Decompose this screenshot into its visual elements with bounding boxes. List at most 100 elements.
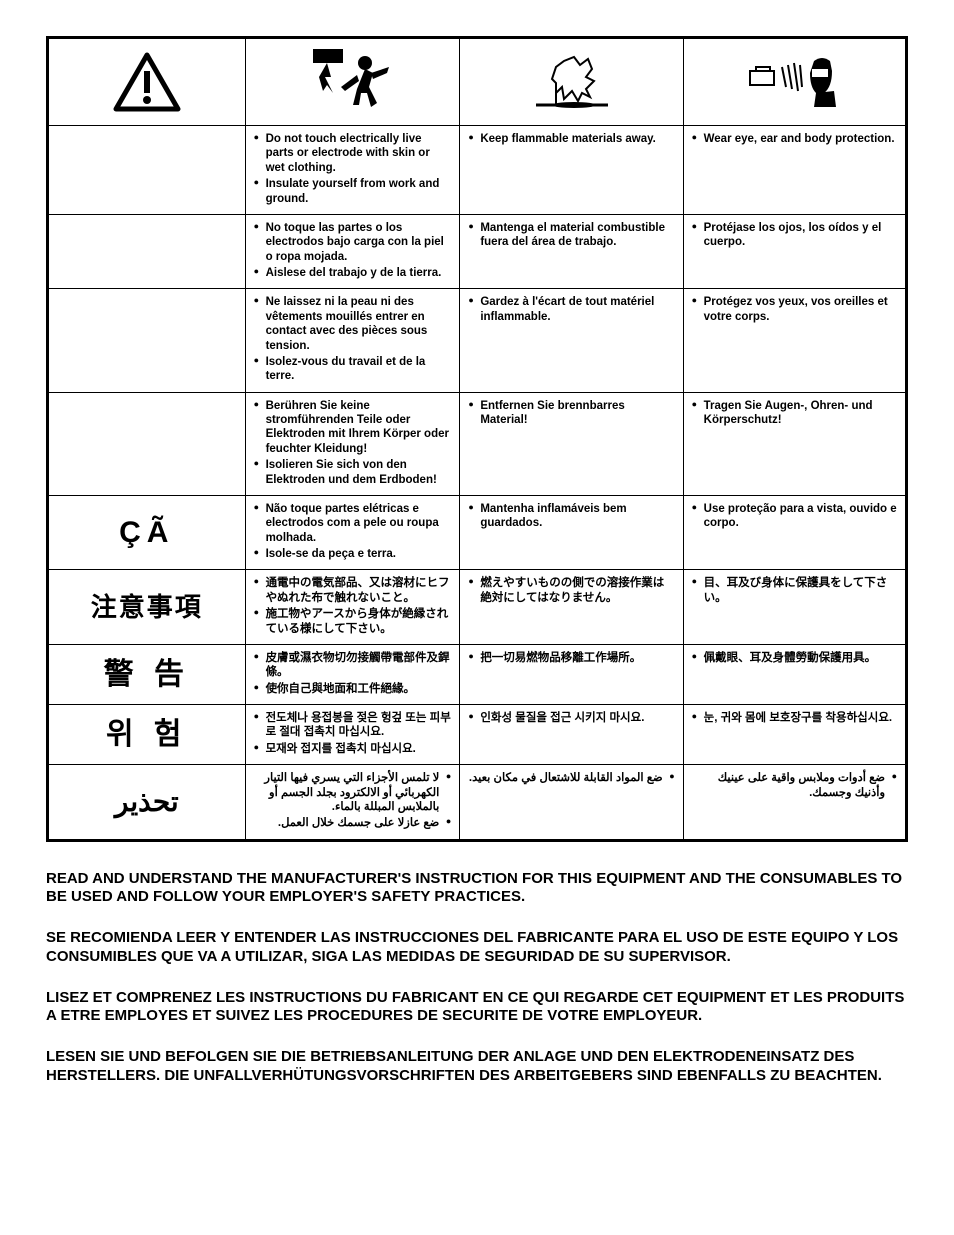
safety-row: 注意事項通電中の電気部品、又は溶材にヒフやぬれた布で触れないこと。施工物やアース…: [48, 570, 907, 645]
warning-bullet: Insulate yourself from work and ground.: [266, 177, 452, 206]
warning-bullet: Gardez à l'écart de tout matériel inflam…: [480, 295, 674, 324]
warning-bullet: Ne laissez ni la peau ni des vêtements m…: [266, 295, 452, 353]
warning-cell: 通電中の電気部品、又は溶材にヒフやぬれた布で触れないこと。施工物やアースから身体…: [245, 570, 460, 645]
warning-bullet-list: Use proteção para a vista, ouvido e corp…: [692, 502, 897, 531]
warning-triangle-icon: [112, 51, 182, 113]
warning-cell: Berühren Sie keine stromführenden Teile …: [245, 392, 460, 495]
warning-cell: No toque las partes o los electrodos baj…: [245, 214, 460, 289]
safety-row: 警 告皮膚或濕衣物切勿接觸帶電部件及銲條。使你自己與地面和工件絕緣。把一切易燃物…: [48, 644, 907, 704]
warning-bullet: Entfernen Sie brennbarres Material!: [480, 399, 674, 428]
warning-bullet-list: 눈, 귀와 몸에 보호장구를 착용하십시요.: [692, 711, 897, 725]
fire-explosion-icon: [526, 47, 616, 117]
footer-para-de: LESEN SIE UND BEFOLGEN SIE DIE BETRIEBSA…: [46, 1048, 908, 1086]
safety-row: Do not touch electrically live parts or …: [48, 126, 907, 215]
warning-bullet: 인화성 물질을 접근 시키지 마시요.: [480, 711, 674, 725]
warning-bullet: Keep flammable materials away.: [480, 132, 674, 146]
safety-row: Berühren Sie keine stromführenden Teile …: [48, 392, 907, 495]
language-label-cell: [48, 126, 246, 215]
warning-bullet-list: 皮膚或濕衣物切勿接觸帶電部件及銲條。使你自己與地面和工件絕緣。: [254, 651, 452, 696]
warning-bullet: Aislese del trabajo y de la tierra.: [266, 266, 452, 280]
warning-cell: 눈, 귀와 몸에 보호장구를 착용하십시요.: [683, 705, 906, 765]
warning-cell: 把一切易燃物品移離工作場所。: [460, 644, 683, 704]
warning-bullet: 使你自己與地面和工件絕緣。: [266, 682, 452, 696]
warning-bullet: 모재와 접지를 접촉치 마십시요.: [266, 742, 452, 756]
warning-cell: 전도체나 용접봉을 젖은 헝겊 또는 피부로 절대 접촉치 마십시요. 모재와 접…: [245, 705, 460, 765]
language-label-cell: تحذير: [48, 765, 246, 841]
header-cell-warning: [48, 38, 246, 126]
warning-cell: Protéjase los ojos, los oídos y el cuerp…: [683, 214, 906, 289]
warning-bullet: ضع عازلا على جسمك خلال العمل.: [254, 816, 440, 830]
warning-bullet: Mantenha inflamáveis bem guardados.: [480, 502, 674, 531]
header-cell-shock: [245, 38, 460, 126]
safety-row: No toque las partes o los electrodos baj…: [48, 214, 907, 289]
warning-cell: Ne laissez ni la peau ni des vêtements m…: [245, 289, 460, 392]
warning-bullet: Protégez vos yeux, vos oreilles et votre…: [704, 295, 897, 324]
language-label-cell: 注意事項: [48, 570, 246, 645]
warning-bullet: Use proteção para a vista, ouvido e corp…: [704, 502, 897, 531]
footer-instructions: READ AND UNDERSTAND THE MANUFACTURER'S I…: [46, 870, 908, 1086]
warning-cell: 佩戴眼、耳及身體勞動保護用具。: [683, 644, 906, 704]
warning-bullet-list: Não toque partes elétricas e electrodos …: [254, 502, 452, 562]
warning-bullet: Wear eye, ear and body protection.: [704, 132, 897, 146]
warning-cell: Não toque partes elétricas e electrodos …: [245, 495, 460, 570]
language-label-cell: 警 告: [48, 644, 246, 704]
safety-row: Ne laissez ni la peau ni des vêtements m…: [48, 289, 907, 392]
language-label: 警 告: [57, 656, 237, 694]
warning-bullet: Do not touch electrically live parts or …: [266, 132, 452, 175]
language-label: ÇÃ: [57, 514, 237, 552]
language-label-cell: ÇÃ: [48, 495, 246, 570]
icon-header-row: [48, 38, 907, 126]
warning-bullet: لا تلمس الأجزاء التي يسري فيها التيار ال…: [254, 771, 440, 814]
warning-bullet-list: No toque las partes o los electrodos baj…: [254, 221, 452, 281]
warning-cell: 燃えやすいものの側での溶接作業は絶対にしてはなりません。: [460, 570, 683, 645]
header-cell-ppe: [683, 38, 906, 126]
warning-bullet-list: 通電中の電気部品、又は溶材にヒフやぬれた布で触れないこと。施工物やアースから身体…: [254, 576, 452, 636]
warning-bullet-list: Mantenga el material combustible fuera d…: [468, 221, 674, 250]
warning-cell: Tragen Sie Augen-, Ohren- und Körperschu…: [683, 392, 906, 495]
warning-cell: Keep flammable materials away.: [460, 126, 683, 215]
footer-para-fr: LISEZ ET COMPRENEZ LES INSTRUCTIONS DU F…: [46, 989, 908, 1027]
warning-bullet-list: 佩戴眼、耳及身體勞動保護用具。: [692, 651, 897, 665]
warning-bullet: 눈, 귀와 몸에 보호장구를 착용하십시요.: [704, 711, 897, 725]
warning-cell: لا تلمس الأجزاء التي يسري فيها التيار ال…: [245, 765, 460, 841]
warning-bullet: 皮膚或濕衣物切勿接觸帶電部件及銲條。: [266, 651, 452, 680]
language-label-cell: 위 험: [48, 705, 246, 765]
warning-bullet-list: 目、耳及び身体に保護具をして下さい。: [692, 576, 897, 605]
warning-bullet: 目、耳及び身体に保護具をして下さい。: [704, 576, 897, 605]
safety-warning-table: Do not touch electrically live parts or …: [46, 36, 908, 842]
warning-bullet: 佩戴眼、耳及身體勞動保護用具。: [704, 651, 897, 665]
language-label: تحذير: [57, 784, 237, 819]
header-cell-fire: [460, 38, 683, 126]
warning-cell: Wear eye, ear and body protection.: [683, 126, 906, 215]
warning-bullet-list: Wear eye, ear and body protection.: [692, 132, 897, 146]
warning-cell: 皮膚或濕衣物切勿接觸帶電部件及銲條。使你自己與地面和工件絕緣。: [245, 644, 460, 704]
language-label-cell: [48, 289, 246, 392]
warning-bullet-list: Gardez à l'écart de tout matériel inflam…: [468, 295, 674, 324]
warning-bullet: Isolieren Sie sich von den Elektroden un…: [266, 458, 452, 487]
warning-bullet-list: ضع المواد القابلة للاشتعال في مكان بعيد.: [468, 771, 674, 785]
warning-bullet: Mantenga el material combustible fuera d…: [480, 221, 674, 250]
warning-cell: Protégez vos yeux, vos oreilles et votre…: [683, 289, 906, 392]
safety-row: تحذير لا تلمس الأجزاء التي يسري فيها التي…: [48, 765, 907, 841]
warning-bullet-list: Ne laissez ni la peau ni des vêtements m…: [254, 295, 452, 383]
warning-bullet-list: Keep flammable materials away.: [468, 132, 674, 146]
warning-bullet-list: Tragen Sie Augen-, Ohren- und Körperschu…: [692, 399, 897, 428]
ppe-protection-icon: [744, 47, 844, 117]
warning-bullet: ضع أدوات وملابس واقية على عينيك وأذنيك و…: [692, 771, 885, 800]
warning-bullet-list: ضع أدوات وملابس واقية على عينيك وأذنيك و…: [692, 771, 897, 800]
warning-bullet-list: 燃えやすいものの側での溶接作業は絶対にしてはなりません。: [468, 576, 674, 605]
warning-cell: ضع المواد القابلة للاشتعال في مكان بعيد.: [460, 765, 683, 841]
warning-bullet-list: 전도체나 용접봉을 젖은 헝겊 또는 피부로 절대 접촉치 마십시요. 모재와 접…: [254, 711, 452, 756]
warning-bullet: Tragen Sie Augen-, Ohren- und Körperschu…: [704, 399, 897, 428]
language-label-cell: [48, 214, 246, 289]
language-label: 注意事項: [57, 591, 237, 624]
warning-bullet-list: Entfernen Sie brennbarres Material!: [468, 399, 674, 428]
warning-bullet: 通電中の電気部品、又は溶材にヒフやぬれた布で触れないこと。: [266, 576, 452, 605]
warning-bullet: ضع المواد القابلة للاشتعال في مكان بعيد.: [468, 771, 662, 785]
warning-cell: Do not touch electrically live parts or …: [245, 126, 460, 215]
warning-bullet: 燃えやすいものの側での溶接作業は絶対にしてはなりません。: [480, 576, 674, 605]
warning-bullet: 전도체나 용접봉을 젖은 헝겊 또는 피부로 절대 접촉치 마십시요.: [266, 711, 452, 740]
warning-cell: Entfernen Sie brennbarres Material!: [460, 392, 683, 495]
warning-bullet: 施工物やアースから身体が絶縁されている様にして下さい。: [266, 607, 452, 636]
language-label: 위 험: [57, 716, 237, 754]
